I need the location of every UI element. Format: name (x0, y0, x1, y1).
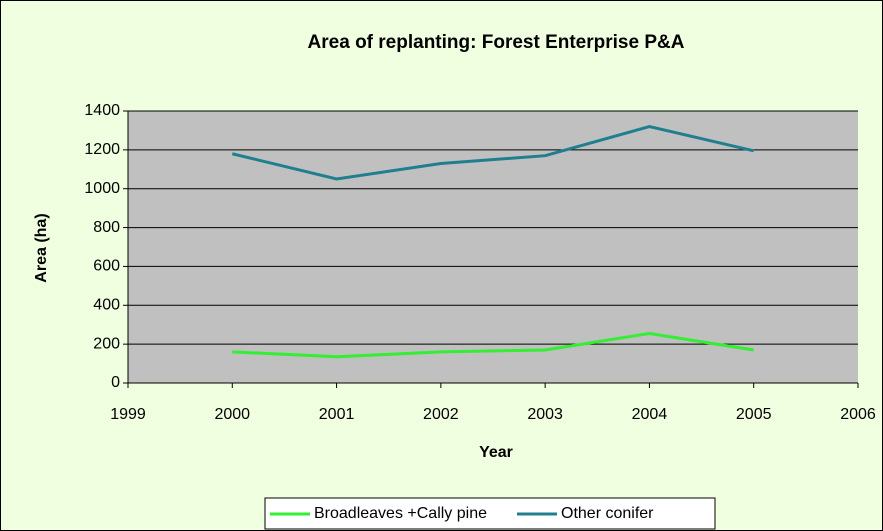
x-tick-label: 1999 (110, 406, 146, 423)
x-tick-label: 2006 (840, 406, 876, 423)
y-tick-label: 1200 (84, 141, 120, 158)
y-tick-label: 1400 (84, 102, 120, 119)
x-axis-label: Year (479, 444, 513, 461)
legend-label: Broadleaves +Cally pine (314, 505, 487, 522)
y-axis-label: Area (ha) (33, 213, 50, 282)
y-tick-label: 400 (93, 297, 120, 314)
x-tick-label: 2003 (527, 406, 563, 423)
x-tick-label: 2000 (214, 406, 250, 423)
y-tick-label: 0 (111, 374, 120, 391)
x-tick-label: 2005 (736, 406, 772, 423)
y-tick-label: 1000 (84, 180, 120, 197)
x-tick-label: 2001 (319, 406, 355, 423)
y-tick-label: 600 (93, 258, 120, 275)
legend (264, 497, 716, 530)
chart-title: Area of replanting: Forest Enterprise P&… (308, 32, 685, 53)
series-line (231, 124, 755, 181)
y-tick-label: 800 (93, 219, 120, 236)
y-tick-label: 200 (93, 335, 120, 352)
plot-area (128, 111, 858, 383)
x-tick-label: 2004 (632, 406, 668, 423)
series-line (232, 331, 754, 359)
legend-label: Other conifer (561, 505, 654, 522)
x-tick-label: 2002 (423, 406, 459, 423)
